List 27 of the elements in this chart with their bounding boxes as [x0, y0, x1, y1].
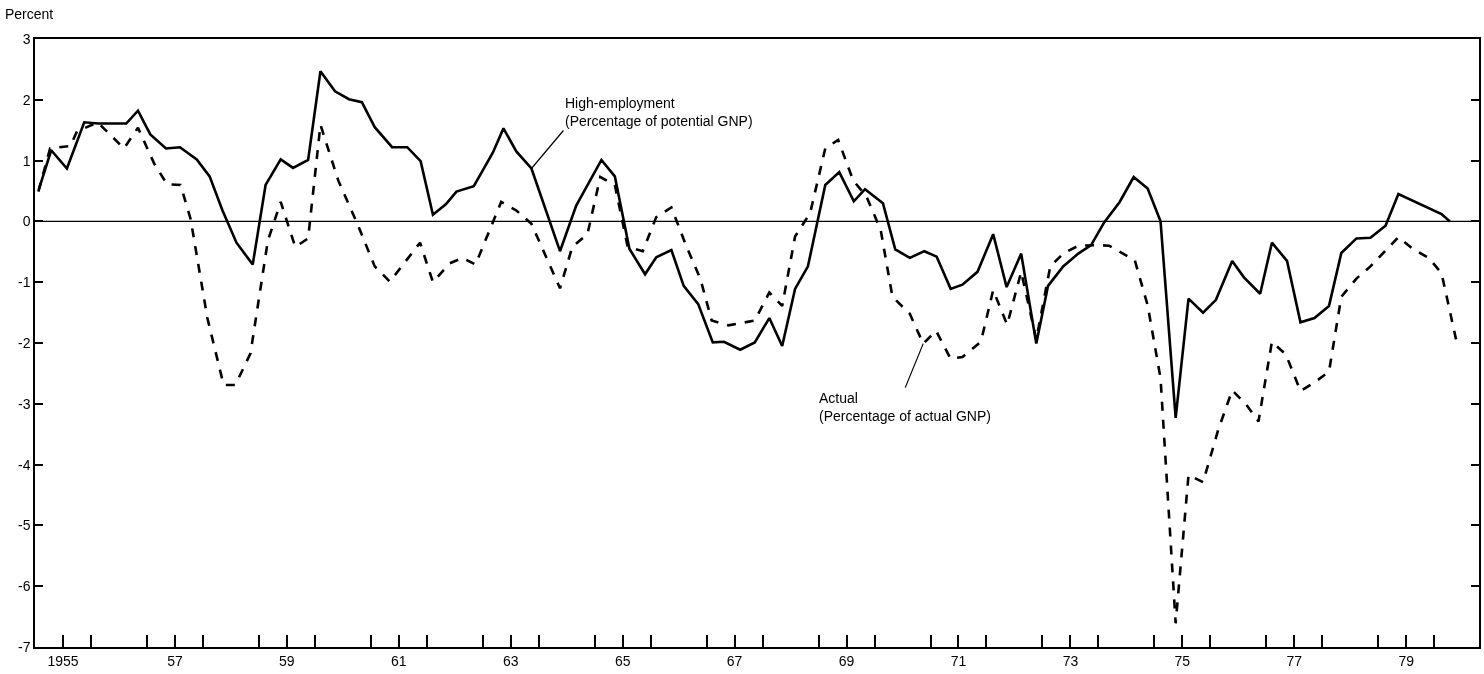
annotation: Actual (Percentage of actual GNP): [819, 390, 991, 425]
x-tick-label: 67: [726, 652, 743, 669]
x-tick-label: 1955: [47, 652, 79, 669]
x-tick-label: 65: [614, 652, 631, 669]
x-tick-label: 63: [502, 652, 519, 669]
y-tick-label: -5: [18, 517, 31, 534]
x-tick-label: 69: [838, 652, 855, 669]
x-tick-label: 57: [167, 652, 183, 669]
y-tick-label: -4: [18, 456, 31, 473]
y-tick-label: -7: [18, 638, 31, 655]
x-tick-label: 75: [1174, 652, 1191, 669]
x-tick-label: 59: [279, 652, 295, 669]
y-tick-label: 2: [22, 91, 31, 108]
annotation: High-employment (Percentage of potential GNP): [565, 95, 753, 130]
y-axis-title: Percent: [5, 6, 54, 22]
y-tick-label: -1: [18, 274, 31, 291]
x-tick-label: 61: [391, 652, 407, 669]
y-tick-label: -2: [18, 334, 31, 351]
y-tick-label: -6: [18, 578, 31, 595]
y-tick-label: -3: [18, 395, 31, 412]
y-tick-label: 1: [22, 152, 31, 169]
y-tick-label: 3: [22, 30, 31, 47]
x-tick-label: 73: [1062, 652, 1079, 669]
y-tick-label: 0: [22, 213, 31, 230]
x-tick-label: 79: [1398, 652, 1415, 669]
x-tick-label: 77: [1286, 652, 1303, 669]
x-tick-label: 71: [950, 652, 967, 669]
